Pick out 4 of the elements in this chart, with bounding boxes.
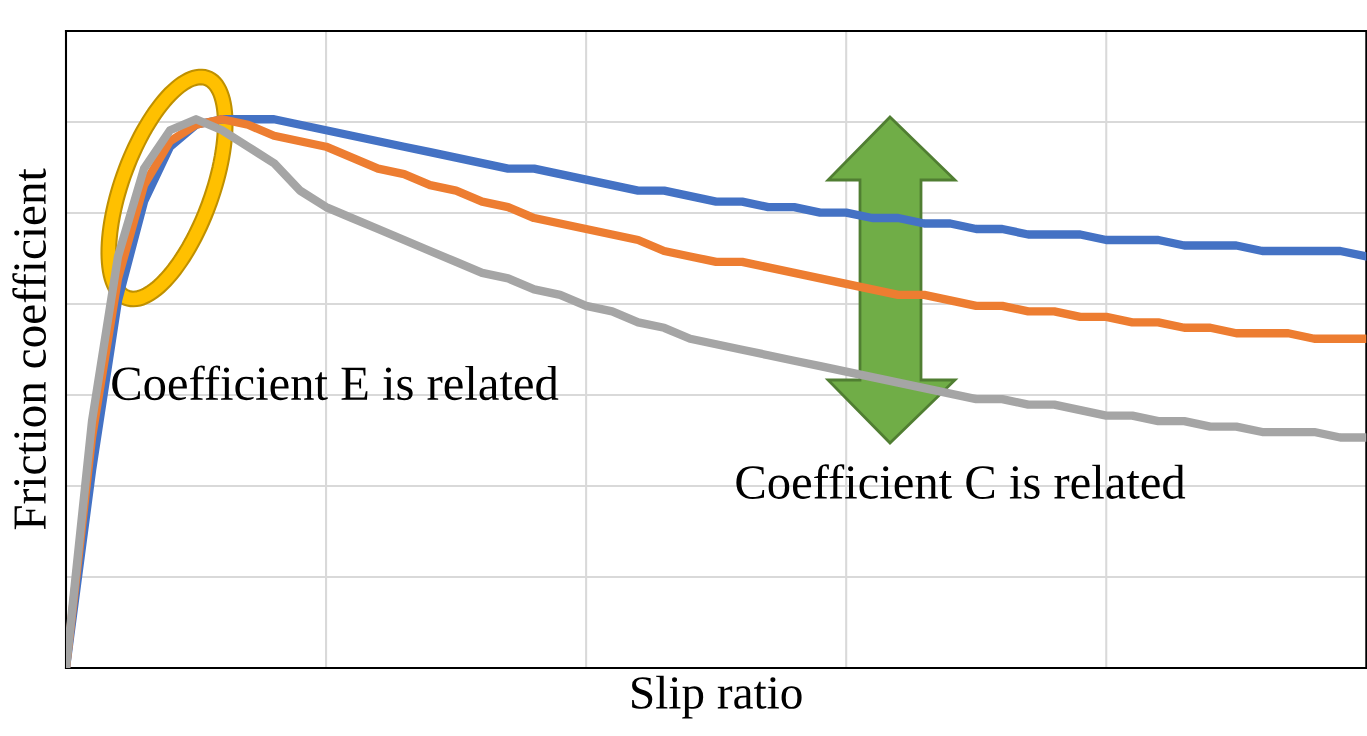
annotation: Coefficient E is related xyxy=(112,365,559,401)
annotation: Coefficient C is related xyxy=(736,464,1186,499)
x-axis-title: Slip ratio xyxy=(632,675,802,719)
y-axis-title: Friction coefficient xyxy=(12,168,46,530)
